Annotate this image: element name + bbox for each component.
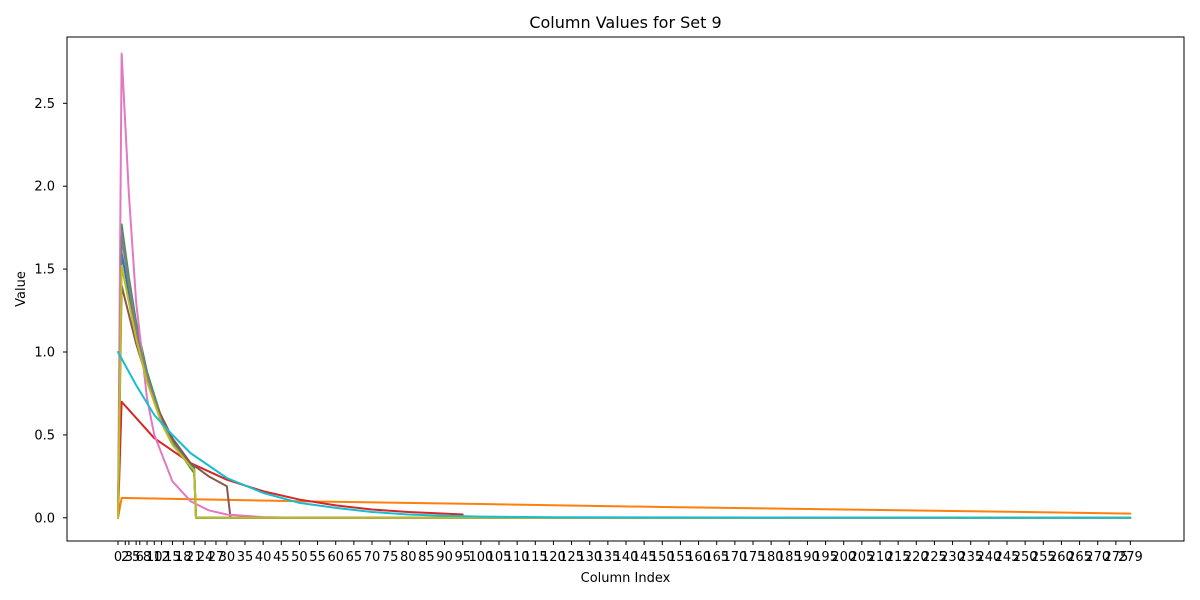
y-tick-label: 1.5	[34, 263, 55, 278]
x-tick-label: 55	[309, 550, 326, 565]
x-tick-label: 170	[722, 550, 747, 565]
x-tick-label: 18	[175, 550, 192, 565]
x-tick-label: 70	[364, 550, 381, 565]
x-tick-label: 125	[559, 550, 584, 565]
series-line-2	[117, 496, 1132, 519]
x-tick-label: 130	[577, 550, 602, 565]
y-axis-label: Value	[14, 271, 29, 307]
x-tick-label: 30	[219, 550, 236, 565]
x-tick-label: 205	[849, 550, 874, 565]
x-tick-label: 279	[1118, 550, 1143, 565]
x-tick-label: 215	[886, 550, 911, 565]
x-tick-label: 200	[831, 550, 856, 565]
x-tick-label: 135	[595, 550, 620, 565]
x-tick-label: 95	[454, 550, 471, 565]
x-tick-label: 160	[686, 550, 711, 565]
x-tick-label: 8	[143, 550, 151, 565]
x-tick-label: 100	[468, 550, 493, 565]
series-line-6	[117, 284, 1132, 519]
y-tick-label: 0.5	[34, 428, 55, 443]
x-tick-label: 225	[922, 550, 947, 565]
x-tick-label: 60	[327, 550, 344, 565]
x-tick-label: 3	[125, 550, 133, 565]
x-tick-label: 140	[614, 550, 639, 565]
y-tick-label: 1.0	[34, 346, 55, 361]
plot-frame	[66, 36, 1185, 542]
x-tick-label: 190	[795, 550, 820, 565]
x-tick-label: 180	[759, 550, 784, 565]
chart-title: Column Values for Set 9	[529, 13, 721, 32]
x-tick-label: 240	[976, 550, 1001, 565]
x-tick-label: 265	[1067, 550, 1092, 565]
y-tick-label: 2.5	[34, 97, 55, 112]
x-tick-label: 235	[958, 550, 983, 565]
x-tick-label: 6	[136, 550, 144, 565]
x-tick-label: 75	[382, 550, 399, 565]
x-tick-label: 24	[197, 550, 214, 565]
x-tick-label: 2	[121, 550, 129, 565]
x-tick-label: 27	[208, 550, 225, 565]
x-tick-label: 115	[523, 550, 548, 565]
x-tick-label: 220	[904, 550, 929, 565]
x-tick-label: 250	[1013, 550, 1038, 565]
x-tick-label: 35	[237, 550, 254, 565]
x-tick-label: 195	[813, 550, 838, 565]
x-tick-label: 65	[346, 550, 363, 565]
x-tick-label: 105	[487, 550, 512, 565]
x-tick-label: 21	[186, 550, 203, 565]
x-tick-label: 275	[1103, 550, 1128, 565]
x-tick-label: 155	[668, 550, 693, 565]
y-axis: 0.0 0.5 1.0 1.5 2.0 2.5	[34, 97, 67, 526]
x-tick-label: 10	[146, 550, 163, 565]
x-tick-label: 90	[436, 550, 453, 565]
y-tick-label: 0.0	[34, 511, 55, 526]
x-tick-label: 270	[1085, 550, 1110, 565]
x-tick-label: 50	[291, 550, 308, 565]
x-tick-label: 40	[255, 550, 272, 565]
x-axis-label: Column Index	[581, 571, 671, 586]
x-tick-label: 260	[1049, 550, 1074, 565]
x-tick-label: 85	[418, 550, 435, 565]
x-tick-label: 45	[273, 550, 290, 565]
x-tick-label: 145	[632, 550, 657, 565]
y-tick-label: 2.0	[34, 180, 55, 195]
x-tick-label: 175	[741, 550, 766, 565]
x-tick-label: 12	[153, 550, 170, 565]
x-tick-label: 80	[400, 550, 417, 565]
series-line-4	[117, 400, 464, 519]
x-tick-label: 15	[164, 550, 181, 565]
series-line-10	[117, 351, 1132, 519]
x-tick-label: 255	[1031, 550, 1056, 565]
x-tick-label: 165	[704, 550, 729, 565]
x-tick-label: 185	[777, 550, 802, 565]
x-tick-label: 110	[505, 550, 530, 565]
x-tick-label: 5	[132, 550, 140, 565]
x-tick-label: 120	[541, 550, 566, 565]
x-tick-label: 0	[114, 550, 122, 565]
x-tick-label: 150	[650, 550, 675, 565]
series-layer	[117, 52, 1132, 519]
x-tick-label: 245	[995, 550, 1020, 565]
x-tick-label: 210	[868, 550, 893, 565]
x-tick-label: 230	[940, 550, 965, 565]
